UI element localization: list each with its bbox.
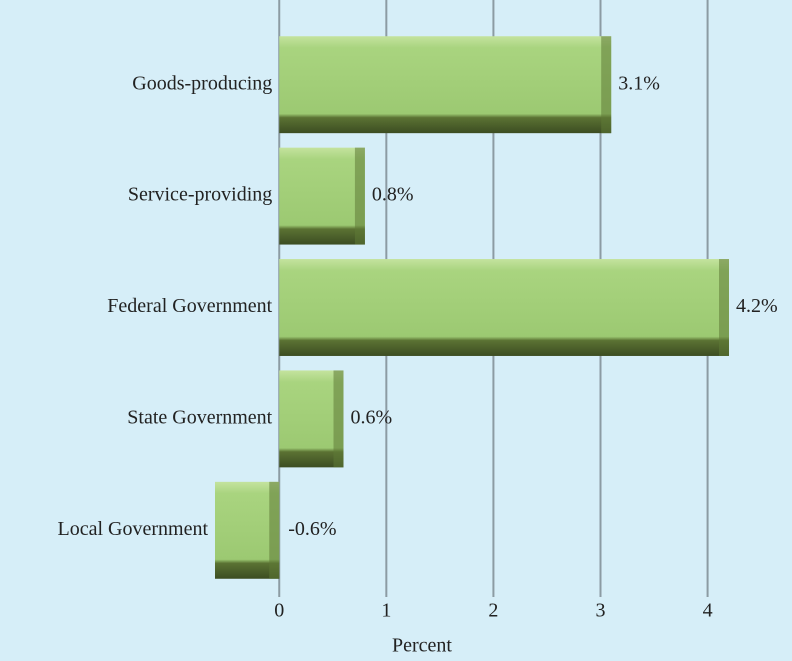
x-tick-label: 3 bbox=[596, 600, 606, 622]
value-label: 3.1% bbox=[618, 72, 660, 94]
value-label: 4.2% bbox=[736, 295, 778, 317]
x-axis-label: Percent bbox=[392, 635, 452, 657]
category-label: State Government bbox=[127, 406, 272, 428]
bar-bevel bbox=[354, 147, 365, 245]
x-tick-label: 2 bbox=[488, 600, 498, 622]
bar bbox=[279, 370, 344, 468]
category-label: Federal Government bbox=[107, 295, 272, 317]
value-label: 0.8% bbox=[372, 184, 414, 206]
bar-bevel bbox=[269, 481, 280, 579]
bar-bevel bbox=[601, 36, 612, 134]
x-tick-label: 1 bbox=[381, 600, 391, 622]
value-label: -0.6% bbox=[288, 518, 336, 540]
bar-bevel bbox=[333, 370, 344, 468]
category-label: Local Government bbox=[58, 518, 209, 540]
bar bbox=[279, 147, 365, 245]
category-label: Service-providing bbox=[128, 184, 272, 206]
category-label: Goods-producing bbox=[132, 72, 272, 94]
x-tick-label: 0 bbox=[274, 600, 284, 622]
x-tick-label: 4 bbox=[703, 600, 713, 622]
bar-bevel bbox=[719, 259, 729, 356]
value-label: 0.6% bbox=[351, 406, 393, 428]
bar bbox=[279, 259, 729, 356]
bar bbox=[279, 36, 612, 134]
bar bbox=[215, 481, 280, 579]
